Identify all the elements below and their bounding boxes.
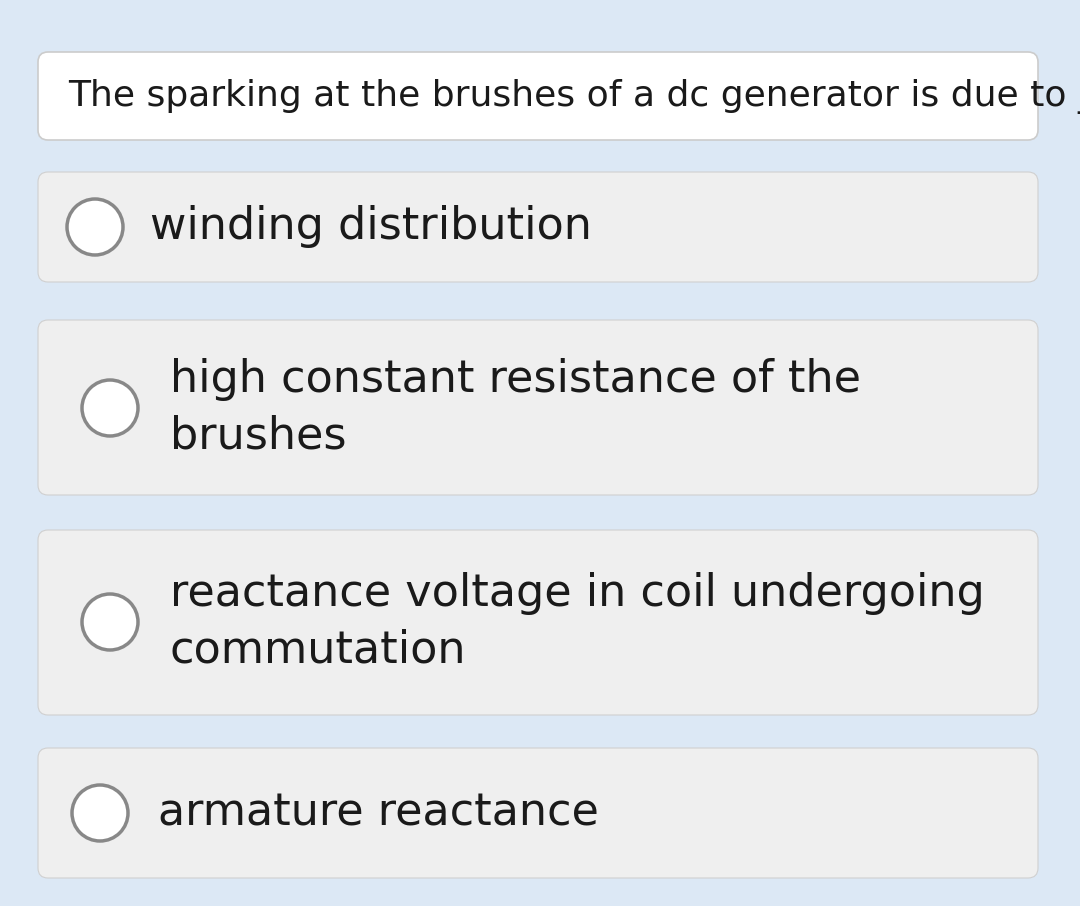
- FancyBboxPatch shape: [38, 52, 1038, 140]
- Circle shape: [82, 380, 138, 436]
- FancyBboxPatch shape: [38, 172, 1038, 282]
- Text: winding distribution: winding distribution: [150, 206, 592, 248]
- Circle shape: [67, 199, 123, 255]
- FancyBboxPatch shape: [38, 748, 1038, 878]
- Text: reactance voltage in coil undergoing
commutation: reactance voltage in coil undergoing com…: [170, 573, 985, 672]
- FancyBboxPatch shape: [38, 530, 1038, 715]
- Circle shape: [82, 594, 138, 650]
- Text: armature reactance: armature reactance: [158, 792, 599, 834]
- FancyBboxPatch shape: [38, 320, 1038, 495]
- Circle shape: [72, 785, 129, 841]
- Text: The sparking at the brushes of a dc generator is due to _____.: The sparking at the brushes of a dc gene…: [68, 79, 1080, 113]
- Text: high constant resistance of the
brushes: high constant resistance of the brushes: [170, 358, 861, 458]
